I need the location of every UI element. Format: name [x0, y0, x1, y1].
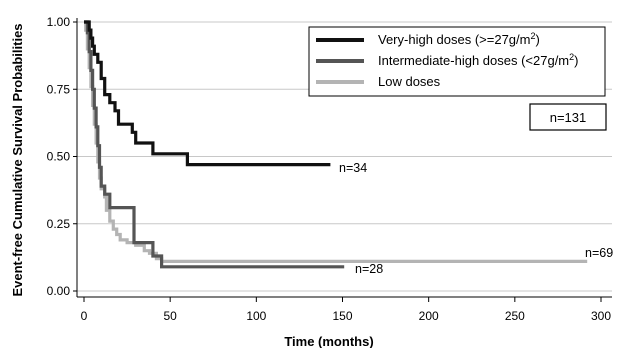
x-tick-label: 200: [419, 309, 439, 323]
series-end-label-very-high: n=34: [339, 161, 367, 175]
axes: 0.00 0.25 0.50 0.75 1.00 0 50 100 150 200 250 300: [47, 15, 612, 323]
x-tick-label: 250: [505, 309, 525, 323]
y-axis-title: Event-free Cumulative Survival Probabili…: [10, 23, 25, 296]
legend: Very-high doses (>=27g/m2) Intermediate-…: [308, 26, 606, 97]
legend-label-intermediate: Intermediate-high doses (<27g/m2): [378, 52, 579, 68]
x-tick-label: 50: [163, 309, 177, 323]
total-count-label: n=131: [550, 110, 587, 125]
y-tick-label: 0.75: [47, 82, 71, 96]
y-tick-label: 1.00: [47, 15, 71, 29]
series-line-very-high: [84, 20, 331, 167]
total-count-frame: [529, 103, 607, 131]
y-tick-label: 0.00: [47, 284, 71, 298]
y-tick-label: 0.50: [47, 150, 71, 164]
x-axis-title: Time (months): [284, 334, 373, 348]
x-tick-label: 150: [332, 309, 352, 323]
x-tick-label: 300: [591, 309, 611, 323]
y-tick-label: 0.25: [47, 217, 71, 231]
x-tick-label: 0: [81, 309, 88, 323]
series-lines: [84, 20, 588, 269]
series-end-label-low: n=69: [585, 246, 613, 260]
series-end-label-intermediate: n=28: [355, 262, 383, 276]
series-line-low: [84, 20, 588, 263]
legend-label-low: Low doses: [378, 74, 441, 89]
x-tick-label: 100: [246, 309, 266, 323]
legend-label-very-high: Very-high doses (>=27g/m2): [378, 31, 540, 47]
total-count-box: n=131: [529, 103, 607, 131]
series-line-intermediate: [84, 20, 345, 269]
